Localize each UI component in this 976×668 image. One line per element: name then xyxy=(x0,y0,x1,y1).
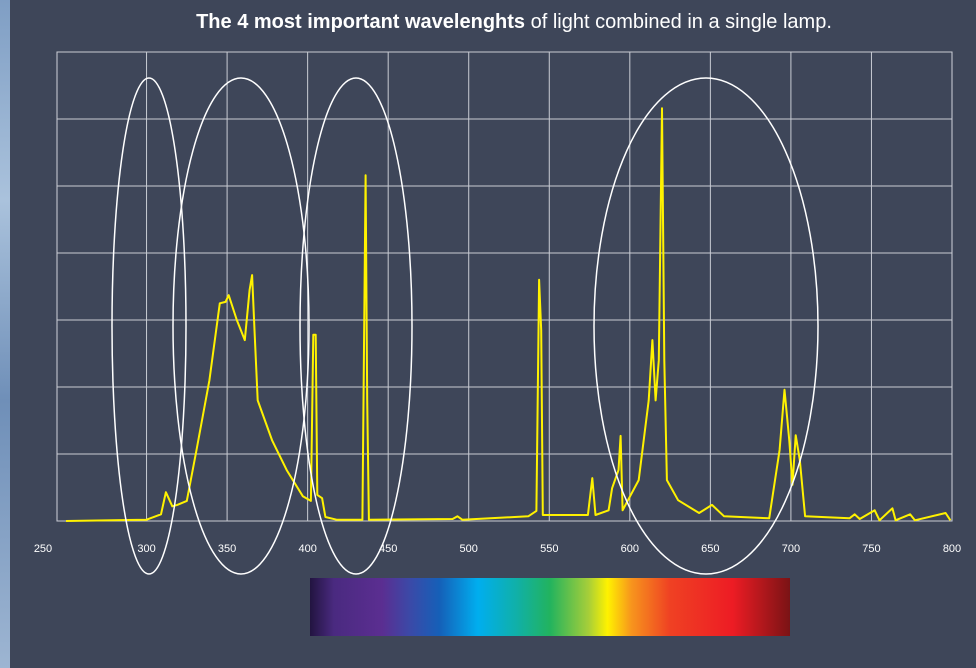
x-tick-label: 250 xyxy=(34,543,52,555)
highlight-ellipse xyxy=(593,77,819,575)
x-tick-label: 350 xyxy=(218,543,236,555)
plot: 250 300 350 400 450 500 550 600 650 700 750 800 xyxy=(34,51,961,555)
spectrum-line xyxy=(65,107,952,522)
x-tick-label: 400 xyxy=(298,543,316,555)
highlight-ellipse xyxy=(172,77,310,575)
chart-title: The 4 most important wavelenghts of ligh… xyxy=(196,11,832,33)
x-tick-label: 450 xyxy=(379,543,397,555)
x-tick-label: 600 xyxy=(621,543,639,555)
edge-texture xyxy=(0,0,10,668)
title-bold: The 4 most important wavelenghts xyxy=(196,11,525,33)
x-tick-label: 800 xyxy=(943,543,961,555)
x-tick-label: 700 xyxy=(782,543,800,555)
plot-frame xyxy=(56,51,953,522)
x-tick-label: 750 xyxy=(862,543,880,555)
x-tick-label: 650 xyxy=(701,543,719,555)
x-tick-label: 500 xyxy=(460,543,478,555)
highlight-ellipse xyxy=(299,77,413,575)
spectrum-bar xyxy=(310,578,790,636)
title-rest: of light combined in a single lamp. xyxy=(525,11,832,33)
x-tick-label: 300 xyxy=(137,543,155,555)
x-tick-label: 550 xyxy=(540,543,558,555)
highlight-ellipses xyxy=(111,77,819,575)
highlight-ellipse xyxy=(111,77,187,575)
